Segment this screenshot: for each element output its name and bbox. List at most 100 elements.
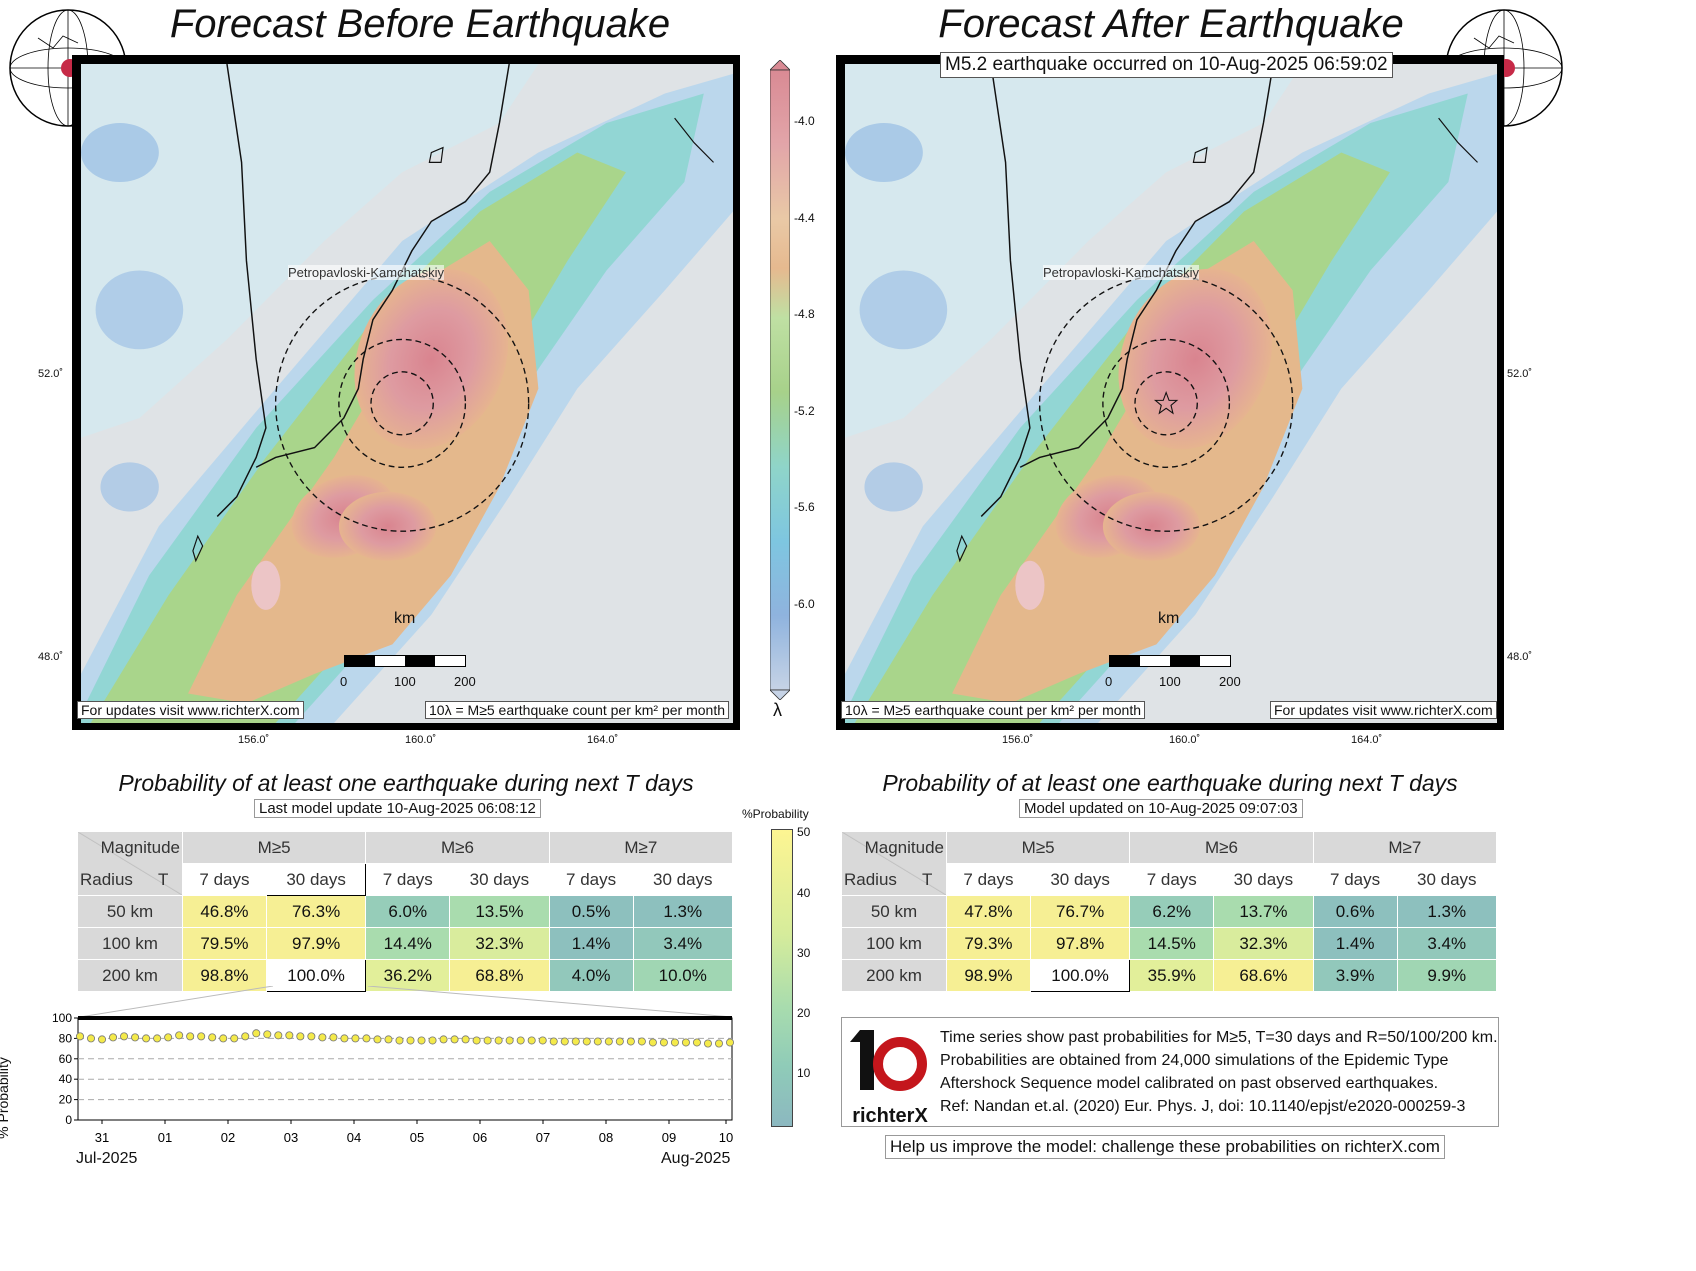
mag-header-6: M≥6 xyxy=(365,831,550,864)
timeseries-point xyxy=(373,1035,382,1044)
timeseries-point xyxy=(153,1034,162,1043)
period-header: 7 days xyxy=(1312,863,1398,896)
corner-radius-label: Radius xyxy=(80,870,133,889)
timeseries-point xyxy=(494,1036,503,1045)
timeseries-point xyxy=(395,1036,404,1045)
probability-cell[interactable]: 100.0% xyxy=(265,959,367,992)
radius-label: 200 km xyxy=(841,959,947,992)
right-map-title: Forecast After Earthquake xyxy=(938,2,1404,46)
probability-cell[interactable]: 13.7% xyxy=(1213,895,1314,928)
probability-cell[interactable]: 100.0% xyxy=(1029,959,1131,992)
probability-cell[interactable]: 10.0% xyxy=(632,959,734,992)
probability-cell[interactable]: 6.0% xyxy=(365,895,451,928)
timeseries-point xyxy=(428,1036,437,1045)
probability-cell[interactable]: 1.3% xyxy=(1396,895,1498,928)
timeseries-point xyxy=(461,1035,470,1044)
probability-cell[interactable]: 14.4% xyxy=(365,927,451,960)
right-lon-160: 160.0˚ xyxy=(1169,734,1201,746)
probability-cell[interactable]: 79.5% xyxy=(182,927,267,960)
probability-cell[interactable]: 68.6% xyxy=(1213,959,1314,992)
timeseries-xtick: 10 xyxy=(719,1130,733,1145)
period-header: 7 days xyxy=(182,863,267,896)
probability-cell[interactable]: 97.9% xyxy=(265,927,367,960)
timeseries-xtick: 06 xyxy=(473,1130,487,1145)
timeseries-point xyxy=(164,1033,173,1042)
radius-label: 200 km xyxy=(77,959,183,992)
left-table-subtitle: Last model update 10-Aug-2025 06:08:12 xyxy=(254,799,541,818)
prob-colorbar-label: %Probability xyxy=(742,807,809,821)
period-header: 7 days xyxy=(1129,863,1215,896)
timeseries-point xyxy=(505,1036,514,1045)
left-city-label: Petropavloski-Kamchatskiy xyxy=(288,265,445,280)
timeseries-xtick: 09 xyxy=(662,1130,676,1145)
corner-radius-label: Radius xyxy=(844,870,897,889)
timeseries-point xyxy=(604,1037,613,1046)
timeseries-point xyxy=(175,1031,184,1040)
prob-colorbar xyxy=(771,829,793,1127)
probability-cell[interactable]: 1.4% xyxy=(1312,927,1398,960)
probability-cell[interactable]: 3.4% xyxy=(1396,927,1498,960)
right-scale-unit: km xyxy=(1158,610,1180,627)
probability-cell[interactable]: 76.7% xyxy=(1029,895,1131,928)
timeseries-point xyxy=(186,1032,195,1041)
timeseries-point xyxy=(318,1033,327,1042)
probability-cell[interactable]: 32.3% xyxy=(1213,927,1314,960)
prob-tick-30: 30 xyxy=(797,946,811,960)
probability-cell[interactable]: 3.4% xyxy=(632,927,734,960)
probability-cell[interactable]: 4.0% xyxy=(548,959,634,992)
event-banner: M5.2 earthquake occurred on 10-Aug-2025 … xyxy=(940,52,1393,78)
timeseries-xtick: 04 xyxy=(347,1130,361,1145)
right-table-subtitle: Model updated on 10-Aug-2025 09:07:03 xyxy=(1019,799,1303,818)
timeseries-point xyxy=(241,1032,250,1041)
timeseries-xtick: 05 xyxy=(410,1130,424,1145)
probability-cell[interactable]: 9.9% xyxy=(1396,959,1498,992)
left-probability-table: Magnitude Radius T M≥5 M≥6 M≥7 7 days 30… xyxy=(77,831,734,992)
probability-cell[interactable]: 32.3% xyxy=(449,927,550,960)
timeseries-xtick: 31 xyxy=(95,1130,109,1145)
timeseries-point xyxy=(142,1034,151,1043)
timeseries-point xyxy=(692,1038,701,1047)
footer-link[interactable]: Help us improve the model: challenge the… xyxy=(885,1135,1445,1159)
timeseries-ylabel: % Probability xyxy=(0,1057,11,1139)
timeseries-point xyxy=(670,1038,679,1047)
period-header: 30 days xyxy=(1396,863,1498,896)
probability-cell[interactable]: 13.5% xyxy=(449,895,550,928)
right-city-label: Petropavloski-Kamchatskiy xyxy=(1043,265,1200,280)
left-scale-unit: km xyxy=(394,610,416,627)
probability-cell[interactable]: 98.8% xyxy=(182,959,267,992)
timeseries-point xyxy=(593,1037,602,1046)
left-map-title: Forecast Before Earthquake xyxy=(169,2,671,46)
left-scale-tick-200: 200 xyxy=(454,674,476,689)
right-probability-table: Magnitude Radius T M≥5 M≥6 M≥7 7 days 30… xyxy=(841,831,1498,992)
probability-cell[interactable]: 35.9% xyxy=(1129,959,1215,992)
timeseries-chart: 100 80 60 40 20 0 31 01 02 03 04 05 06 07 08 09 10 xyxy=(52,1010,742,1155)
timeseries-ytick: 60 xyxy=(59,1052,73,1066)
probability-cell[interactable]: 3.9% xyxy=(1312,959,1398,992)
probability-cell[interactable]: 98.9% xyxy=(946,959,1031,992)
timeseries-point xyxy=(659,1038,668,1047)
probability-cell[interactable]: 46.8% xyxy=(182,895,267,928)
probability-cell[interactable]: 14.5% xyxy=(1129,927,1215,960)
probability-cell[interactable]: 97.8% xyxy=(1029,927,1131,960)
right-lat-48: 48.0˚ xyxy=(1507,651,1533,663)
probability-cell[interactable]: 0.6% xyxy=(1312,895,1398,928)
timeseries-point xyxy=(329,1033,338,1042)
probability-cell[interactable]: 47.8% xyxy=(946,895,1031,928)
probability-cell[interactable]: 1.3% xyxy=(632,895,734,928)
timeseries-point xyxy=(538,1036,547,1045)
prob-tick-40: 40 xyxy=(797,886,811,900)
timeseries-point xyxy=(384,1035,393,1044)
timeseries-point xyxy=(472,1036,481,1045)
probability-cell[interactable]: 76.3% xyxy=(265,895,367,928)
probability-cell[interactable]: 79.3% xyxy=(946,927,1031,960)
probability-cell[interactable]: 6.2% xyxy=(1129,895,1215,928)
info-line: Probabilities are obtained from 24,000 s… xyxy=(940,1052,1449,1069)
probability-cell[interactable]: 0.5% xyxy=(548,895,634,928)
richterx-logo[interactable]: richterX xyxy=(848,1024,932,1127)
left-forecast-map[interactable] xyxy=(80,63,734,724)
info-line: Ref: Nandan et.al. (2020) Eur. Phys. J, … xyxy=(940,1098,1466,1115)
mag-header-7: M≥7 xyxy=(548,831,734,864)
lambda-tick-2: -4.4 xyxy=(794,211,815,225)
probability-cell[interactable]: 1.4% xyxy=(548,927,634,960)
probability-cell[interactable]: 68.8% xyxy=(449,959,550,992)
